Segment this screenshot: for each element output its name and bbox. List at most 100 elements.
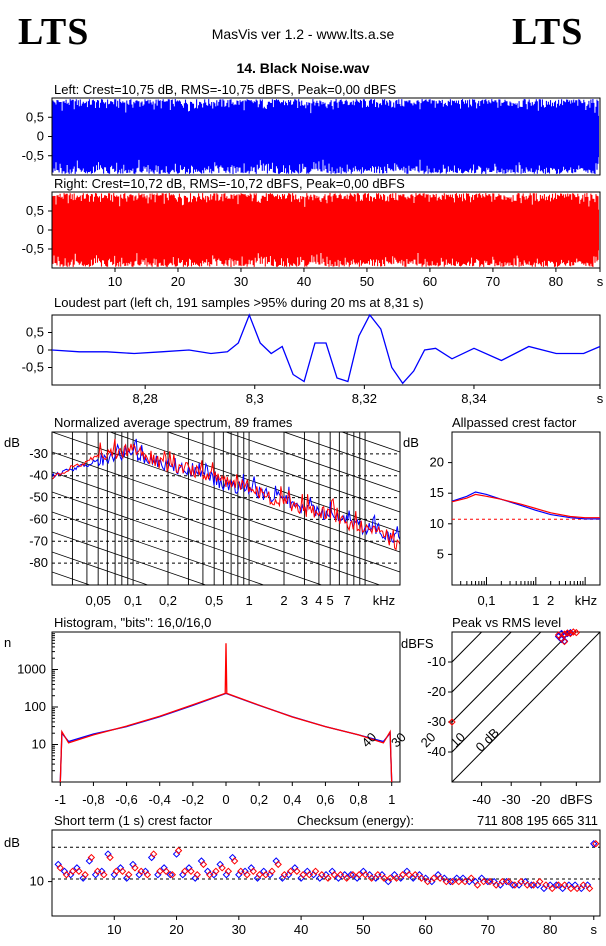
short-crest-point-left <box>222 871 231 879</box>
allpassed-ytick-label: 15 <box>430 485 444 500</box>
spectrum-xtick-label: 0,05 <box>86 593 111 608</box>
loudest-xtick-label: 8,28 <box>133 391 158 406</box>
short-crest-point-left <box>210 871 218 879</box>
spectrum-ylabel: dB <box>4 435 20 450</box>
short-crest-point-left <box>253 874 262 882</box>
short-crest-point-right <box>536 877 544 886</box>
peak-rms-ytick-label: -10 <box>427 654 446 669</box>
spectrum-slope-line <box>340 432 400 453</box>
short-crest-point-left <box>477 874 486 882</box>
wave_right-title: Right: Crest=10,72 dB, RMS=-10,72 dBFS, … <box>54 176 405 191</box>
peak-rms-xtick-label: dBFS <box>560 792 593 807</box>
loudest-series-left <box>51 313 601 385</box>
short-crest-point-left <box>527 881 536 889</box>
short-crest-point-right <box>118 867 127 875</box>
peak_rms-frame <box>451 631 601 783</box>
spectrum-xtick-label: 5 <box>327 593 334 608</box>
short-crest-point-left <box>241 867 249 875</box>
short-crest-point-left <box>496 881 505 889</box>
spectrum-series-right <box>51 438 401 551</box>
spectrum-ytick-label: -80 <box>29 555 48 570</box>
short-crest-point-left <box>235 871 243 879</box>
short-crest-point-left <box>172 850 181 858</box>
peak_rms-title: Peak vs RMS level <box>452 615 561 630</box>
short_crest-xtick-label: 40 <box>294 922 308 937</box>
histogram-xtick-label: -1 <box>55 792 67 807</box>
short_crest-xtick-label: s <box>591 922 598 937</box>
short-crest-point-right <box>224 867 233 875</box>
histogram-xtick-label: 0 <box>222 792 229 807</box>
short-crest-point-left <box>365 871 374 879</box>
short-crest-point-right <box>336 871 345 879</box>
histogram-series-left <box>59 692 393 783</box>
short-crest-point-right <box>436 874 444 882</box>
short-crest-point-left <box>79 874 87 882</box>
peak-rms-point-right <box>448 718 456 726</box>
spectrum-slope-line <box>52 531 207 585</box>
peak-rms-xtick-label: -30 <box>502 792 521 807</box>
histogram-xtick-label: -0,6 <box>115 792 137 807</box>
short-crest-point-left <box>322 871 330 879</box>
short-crest-point-right <box>100 871 108 879</box>
short-crest-point-left <box>409 874 417 882</box>
wave_right-envelope <box>52 193 599 267</box>
allpassed-xtick-label: kHz <box>575 593 597 608</box>
short-crest-point-right <box>311 867 320 875</box>
peak-rms-diagonal-label: 0 dB <box>473 725 503 755</box>
short-crest-point-left <box>316 874 324 882</box>
short-crest-point-left <box>328 867 336 875</box>
histogram-xtick-label: 0,6 <box>316 792 334 807</box>
short_crest-ytick-label: 10 <box>30 874 44 889</box>
allpassed-series-left <box>451 491 600 520</box>
loudest-frame <box>51 314 601 386</box>
short-crest-point-right <box>106 853 114 862</box>
wave_right-ytick-label: 0,5 <box>26 203 44 218</box>
peak-rms-point-right <box>566 629 575 638</box>
short-crest-point-left <box>303 867 312 875</box>
short-crest-point-left <box>141 867 150 875</box>
histogram-xtick-label: -0,2 <box>182 792 204 807</box>
short-crest-point-left <box>577 884 586 893</box>
histogram-xtick-label: -0,4 <box>149 792 171 807</box>
spectrum-slope-line <box>108 432 400 533</box>
short-crest-point-right <box>504 877 513 886</box>
peak-rms-diagonal <box>452 632 542 723</box>
short-crest-point-right <box>467 874 475 882</box>
spectrum-xtick-label: 0,5 <box>205 593 223 608</box>
allpassed-title: Allpassed crest factor <box>452 415 577 430</box>
short-crest-point-right <box>243 871 251 879</box>
wave_right-ytick-label: -0,5 <box>22 241 44 256</box>
short-crest-point-right <box>517 877 525 886</box>
short-crest-point-right <box>137 867 145 875</box>
short-crest-point-left <box>272 857 280 865</box>
short_crest-frame <box>51 829 601 917</box>
spectrum-slope-line <box>52 272 400 392</box>
short-crest-point-left <box>85 857 94 865</box>
wave_right-xtick-label: s <box>597 274 604 289</box>
spectrum-slope-line <box>224 432 400 493</box>
short-crest-point-left <box>397 874 405 882</box>
short-crest-point-right <box>529 881 538 889</box>
short-crest-point-right <box>423 877 432 886</box>
short-crest-point-left <box>415 871 424 879</box>
peak-rms-diagonal <box>452 632 600 782</box>
spectrum-slope-line <box>52 252 400 372</box>
short-crest-point-left <box>334 874 343 882</box>
short-crest-point-left <box>403 867 411 875</box>
short-crest-point-left <box>216 860 224 869</box>
allpassed-ytick-label: 10 <box>430 516 444 531</box>
peak-rms-diagonal <box>452 632 571 753</box>
short-crest-point-left <box>384 877 392 886</box>
peak-rms-diagonal-label: 10 <box>447 729 468 750</box>
short-crest-point-right <box>361 871 370 879</box>
short-crest-point-left <box>104 850 112 858</box>
short-crest-point-right <box>280 871 289 879</box>
short_crest-xtick-label: 50 <box>356 922 370 937</box>
spectrum-xtick-label: kHz <box>373 593 395 608</box>
short-crest-point-left <box>571 881 579 889</box>
short-crest-point-left <box>203 867 212 875</box>
spectrum-slope-line <box>52 511 265 585</box>
short-crest-point-left <box>179 871 187 879</box>
short-crest-point-left <box>110 871 118 879</box>
